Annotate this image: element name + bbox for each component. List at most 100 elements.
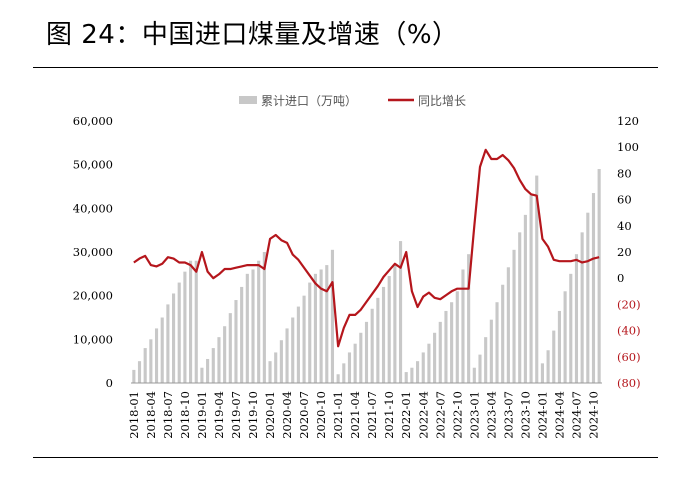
- bar: [427, 343, 431, 383]
- right-tick-label: (80): [617, 376, 641, 390]
- x-tick-label: 2023-10: [518, 391, 532, 439]
- bar: [319, 269, 323, 383]
- bar-series: [132, 169, 601, 383]
- right-tick-label: 0: [617, 271, 624, 285]
- bar: [251, 269, 255, 383]
- bar: [302, 295, 306, 383]
- bar: [455, 291, 459, 383]
- bar: [137, 361, 142, 383]
- x-tick-label: 2023-01: [467, 391, 481, 439]
- bar: [172, 293, 176, 383]
- bar: [574, 254, 579, 383]
- x-tick-label: 2023-07: [501, 391, 515, 439]
- bar: [540, 363, 544, 383]
- bar: [149, 339, 153, 383]
- left-tick-label: 20,000: [73, 289, 113, 303]
- bar: [189, 260, 193, 383]
- left-tick-label: 40,000: [73, 201, 113, 215]
- legend: 累计进口（万吨） 同比增长: [239, 94, 466, 108]
- left-tick-label: 30,000: [73, 245, 113, 259]
- bar: [535, 175, 539, 383]
- right-tick-label: 40: [617, 219, 632, 233]
- bar: [552, 330, 556, 383]
- x-tick-label: 2019-10: [246, 391, 260, 439]
- bar: [416, 361, 420, 383]
- bar: [359, 332, 363, 383]
- bar: [347, 352, 352, 383]
- bar: [240, 286, 244, 383]
- bar: [325, 265, 329, 383]
- bar: [257, 260, 261, 383]
- right-axis: (80) (60) (40) (20) 0 20 40 60 80 100 120: [617, 114, 641, 390]
- right-tick-label: (60): [617, 350, 641, 364]
- bar: [529, 195, 533, 383]
- bar: [450, 302, 454, 383]
- bar: [512, 249, 516, 383]
- x-tick-label: 2023-04: [484, 391, 498, 439]
- bar: [143, 348, 147, 383]
- bar: [546, 350, 550, 383]
- bar: [387, 276, 391, 383]
- bar: [154, 328, 159, 383]
- bar: [342, 363, 346, 383]
- bar: [557, 310, 561, 383]
- bar: [234, 300, 238, 383]
- bar: [563, 291, 567, 383]
- bar: [467, 254, 471, 383]
- bar: [330, 249, 335, 383]
- right-tick-label: 60: [617, 193, 632, 207]
- x-tick-label: 2020-01: [263, 391, 277, 439]
- bar: [313, 273, 317, 383]
- x-tick-label: 2018-07: [161, 391, 175, 439]
- bar: [461, 269, 465, 383]
- bar: [472, 367, 476, 383]
- legend-bar-label: 累计进口（万吨）: [261, 94, 357, 108]
- left-axis: 0 10,000 20,000 30,000 40,000 50,000 60,000: [73, 114, 113, 390]
- x-tick-label: 2021-07: [365, 391, 379, 439]
- bar: [200, 367, 204, 383]
- bar: [523, 214, 527, 383]
- bar: [433, 332, 437, 383]
- bar: [381, 286, 386, 383]
- bottom-divider: [33, 457, 658, 458]
- left-tick-label: 0: [106, 376, 113, 390]
- bar: [206, 358, 210, 383]
- bar: [597, 169, 601, 383]
- bar: [438, 321, 442, 383]
- bar: [217, 337, 221, 383]
- bar: [132, 369, 136, 383]
- bar: [421, 352, 425, 383]
- right-tick-label: 120: [617, 114, 639, 128]
- right-tick-label: (40): [617, 324, 641, 338]
- x-tick-label: 2018-04: [144, 391, 158, 439]
- x-tick-label: 2021-01: [331, 391, 345, 439]
- x-tick-label: 2022-07: [433, 391, 447, 439]
- bar: [160, 317, 164, 383]
- legend-line-label: 同比增长: [418, 94, 466, 108]
- page-title: 图 24：中国进口煤量及增速（%）: [46, 20, 459, 50]
- bar: [274, 352, 278, 383]
- x-tick-label: 2020-07: [297, 391, 311, 439]
- x-tick-label: 2024-04: [552, 391, 566, 439]
- yoy-growth-line: [133, 148, 600, 348]
- left-tick-label: 10,000: [73, 332, 113, 346]
- bar: [223, 326, 227, 383]
- x-tick-label: 2019-01: [195, 391, 209, 439]
- left-tick-label: 60,000: [73, 114, 113, 128]
- bar: [495, 302, 499, 383]
- bar: [336, 374, 340, 383]
- left-tick-label: 50,000: [73, 158, 113, 172]
- bar: [183, 271, 187, 383]
- x-tick-label: 2022-01: [399, 391, 413, 439]
- bar: [580, 232, 584, 383]
- bar: [591, 193, 596, 383]
- bar: [285, 328, 289, 383]
- x-tick-label: 2024-01: [535, 391, 549, 439]
- x-tick-label: 2020-10: [314, 391, 328, 439]
- bar: [228, 313, 232, 383]
- bar: [308, 282, 312, 383]
- right-tick-label: (20): [617, 297, 641, 311]
- bar: [569, 273, 573, 383]
- x-tick-label: 2021-10: [382, 391, 396, 439]
